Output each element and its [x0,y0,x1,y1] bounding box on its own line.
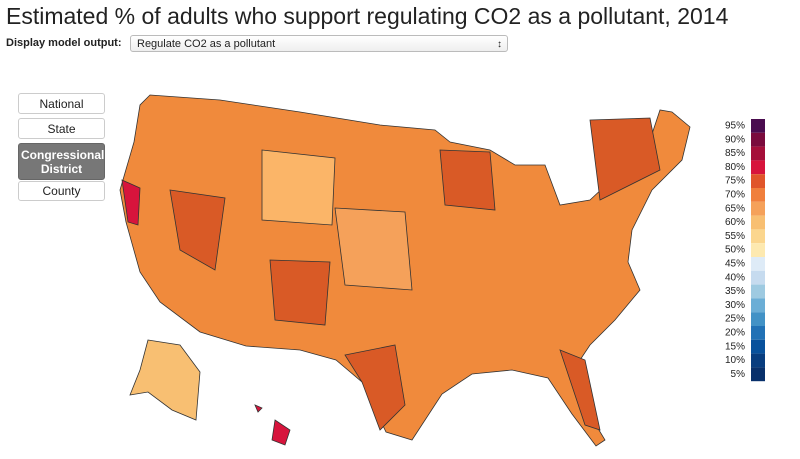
legend-swatch [751,270,765,285]
region [261,149,336,226]
legend-label: 60% [725,217,745,228]
region [269,259,331,326]
legend-swatch [751,160,765,175]
level-button[interactable]: National [18,93,105,114]
legend-label: 95% [725,121,745,132]
legend-label: 5% [731,369,746,380]
legend-swatch [751,188,765,202]
legend-label: 70% [725,190,745,201]
region [121,179,141,226]
legend-swatch [751,132,765,147]
legend-swatch [751,326,765,340]
legend-swatch [751,339,765,354]
model-select[interactable]: Regulate CO2 as a pollutant [130,35,508,53]
region [439,149,496,211]
hawaii [254,404,291,446]
legend-label: 25% [725,314,745,325]
legend-label: 80% [725,162,745,173]
region [559,349,601,431]
legend-swatch [751,257,765,271]
legend-swatch [751,119,765,133]
legend-label: 50% [725,245,745,256]
legend-swatch [751,367,765,382]
legend-swatch [751,298,765,313]
alaska [129,339,201,421]
legend-swatch [751,353,765,368]
legend-swatch [751,146,765,161]
legend-label: 65% [725,203,745,214]
legend-label: 90% [725,134,745,145]
select-label: Display model output: [6,37,122,49]
level-button[interactable]: County [18,181,105,201]
legend-label: 10% [725,355,745,366]
region [589,117,661,201]
legend-swatch [751,312,765,326]
legend-label: 40% [725,272,745,283]
title: Estimated % of adults who support regula… [6,3,729,29]
legend-label: 75% [725,176,745,187]
legend-swatch [751,243,765,257]
region [344,344,406,431]
us-map [119,94,691,447]
legend-label: 55% [725,231,745,242]
legend-label: 85% [725,148,745,159]
legend-label: 30% [725,300,745,311]
legend-swatch [751,215,765,230]
legend-label: 15% [725,341,745,352]
region [334,207,413,291]
legend-label: 35% [725,286,745,297]
region [169,189,226,271]
legend-swatch [751,284,765,299]
legend-label: 45% [725,259,745,270]
legend-swatch [751,229,765,244]
legend-label: 20% [725,328,745,339]
level-button[interactable]: State [18,118,105,139]
legend-swatch [751,201,765,216]
legend-swatch [751,174,765,188]
level-button[interactable]: Congressional District [18,143,105,180]
